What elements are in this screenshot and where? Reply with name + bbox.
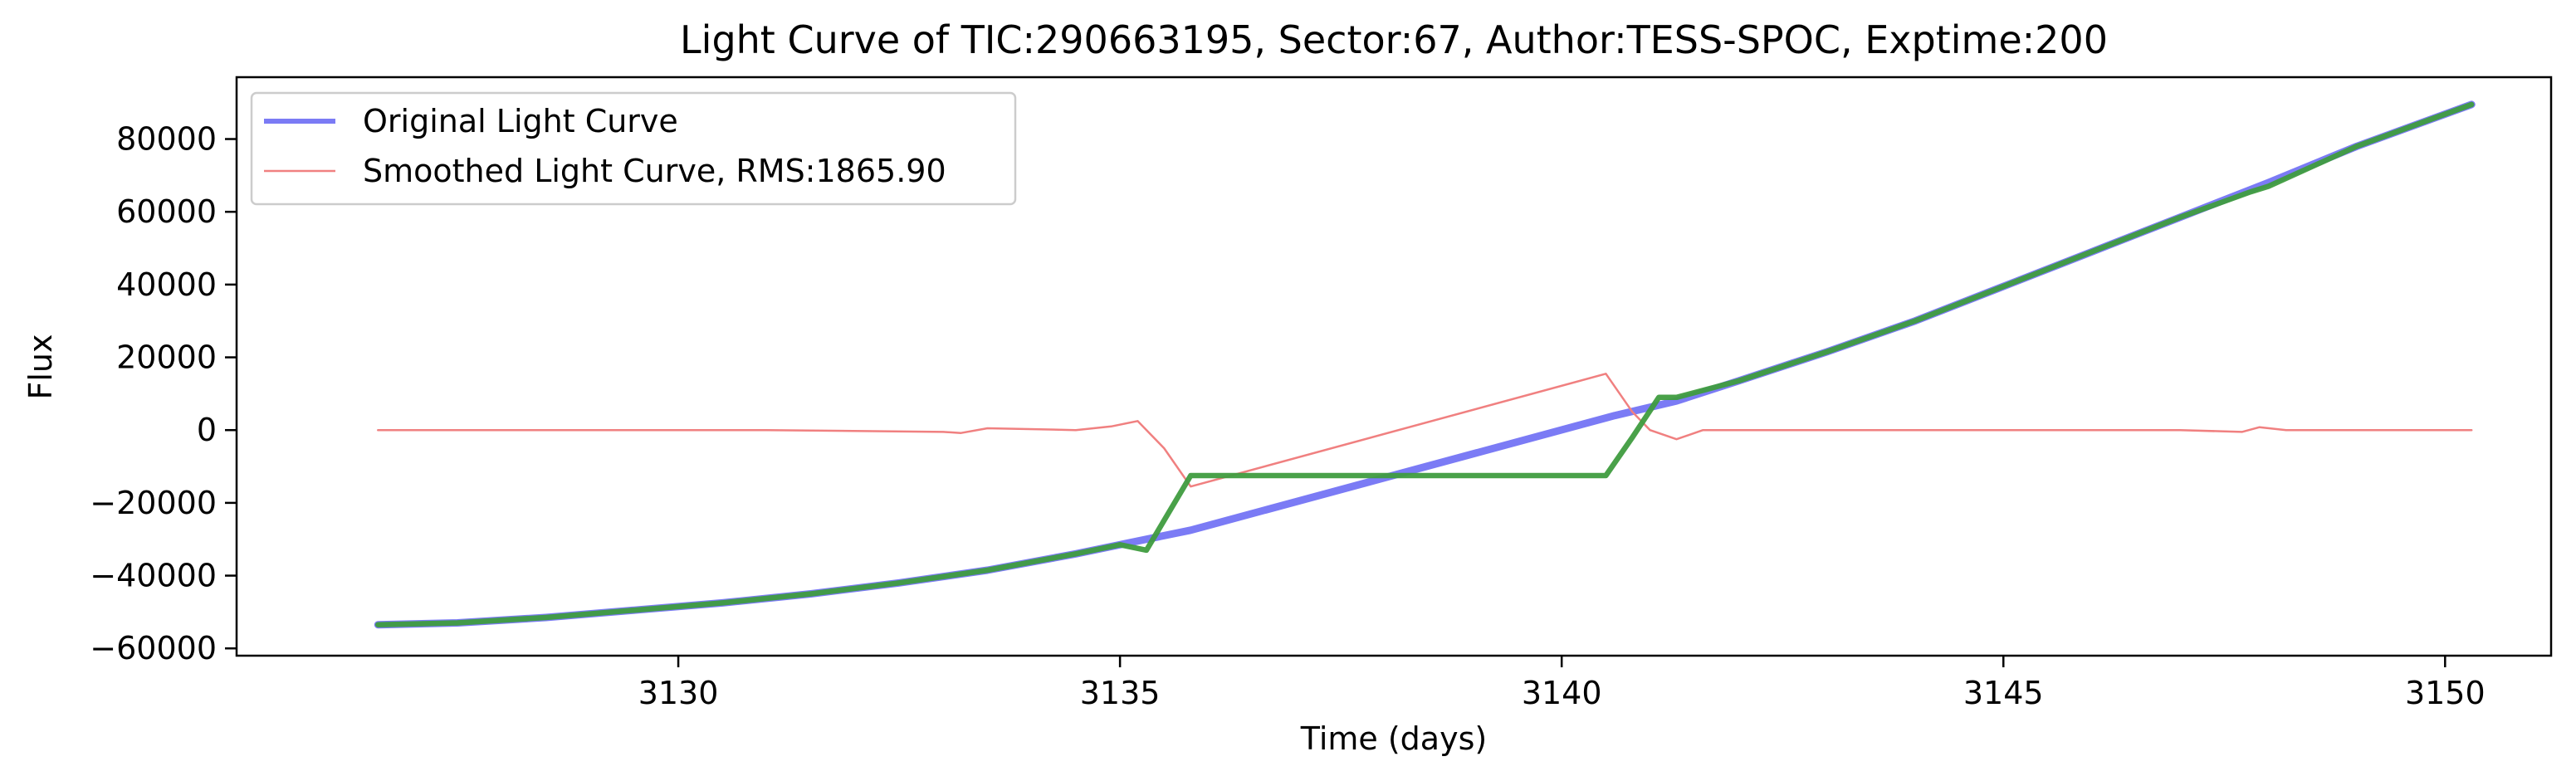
legend-label-original: Original Light Curve: [363, 103, 678, 139]
series-layer: [374, 100, 2476, 629]
y-axis-label: Flux: [22, 334, 59, 400]
x-tick-label: 3150: [2405, 675, 2486, 711]
x-tick-label: 3135: [1080, 675, 1161, 711]
y-axis: −60000 −40000 −20000 0 20000 40000 60000 80000: [90, 121, 237, 666]
chart-title: Light Curve of TIC:290663195, Sector:67,…: [680, 17, 2108, 62]
plot-area: [235, 76, 2553, 657]
y-tick-label: 80000: [116, 121, 217, 158]
y-tick-label: −40000: [90, 558, 217, 594]
legend: Original Light Curve Smoothed Light Curv…: [250, 91, 1017, 206]
x-tick-label: 3130: [638, 675, 719, 711]
y-tick-label: −60000: [90, 630, 217, 666]
series-fit-line: [375, 101, 2475, 627]
y-tick-label: 20000: [116, 339, 217, 376]
x-axis-label: Time (days): [1300, 720, 1487, 757]
y-tick-label: 60000: [116, 193, 217, 230]
legend-box: [250, 91, 1017, 206]
y-tick-label: 40000: [116, 266, 217, 303]
series-smoothed-line: [377, 373, 2473, 488]
x-axis: 3130 3135 3140 3145 3150: [638, 656, 2486, 711]
x-tick-label: 3140: [1522, 675, 1602, 711]
y-tick-label: −20000: [90, 485, 217, 521]
y-tick-label: 0: [197, 412, 217, 448]
plot-frame: [235, 76, 2553, 657]
x-tick-label: 3145: [1963, 675, 2044, 711]
legend-label-smoothed: Smoothed Light Curve, RMS:1865.90: [363, 153, 946, 189]
